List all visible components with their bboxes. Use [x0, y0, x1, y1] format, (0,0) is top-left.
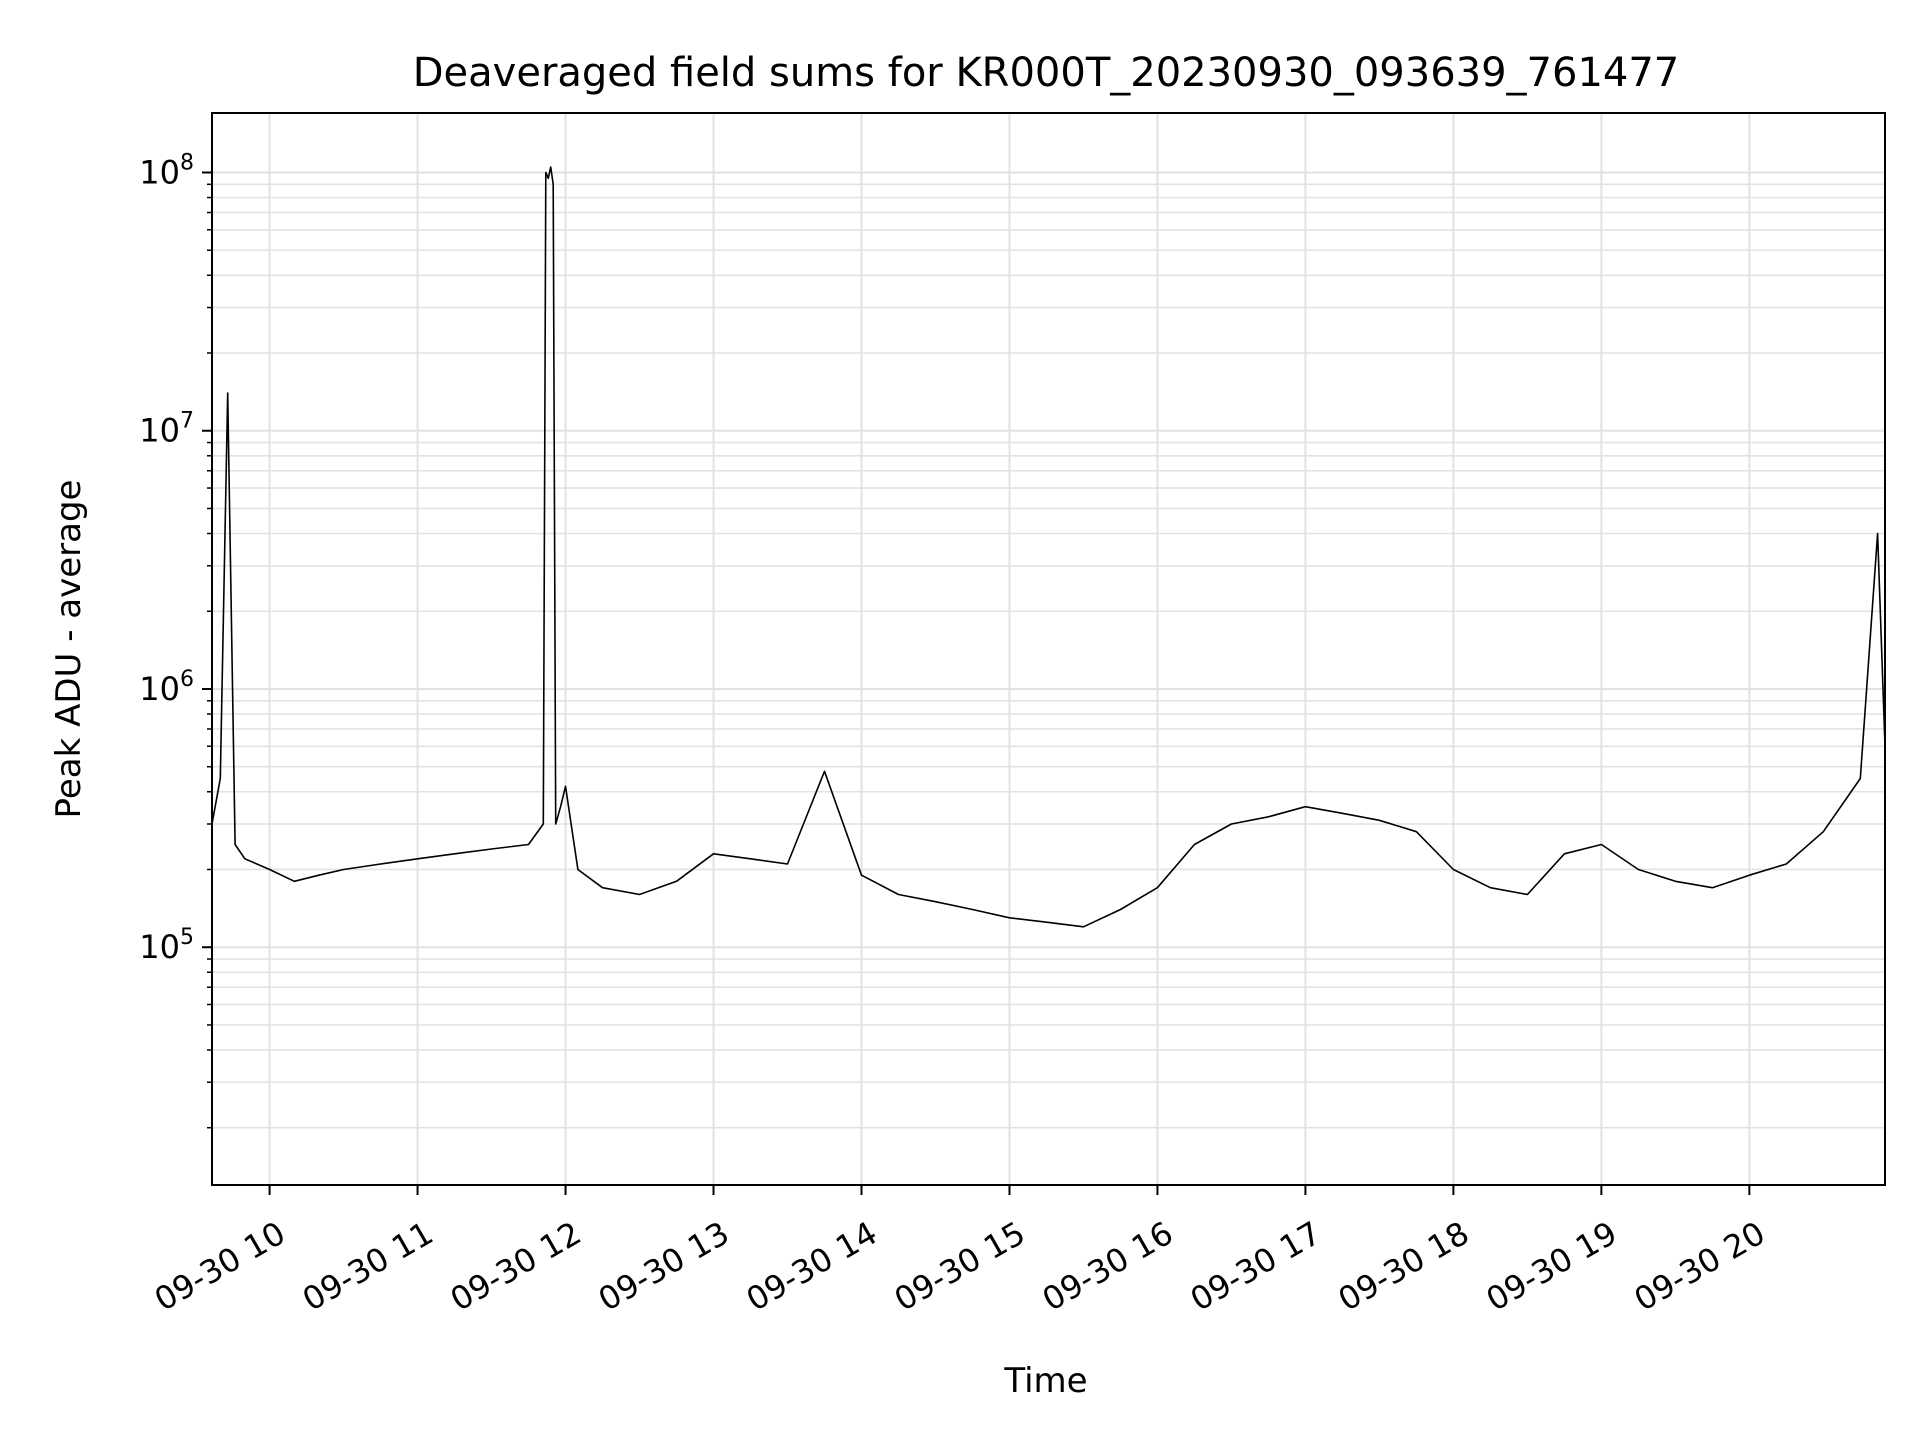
series-line: [212, 166, 1885, 928]
x-axis-label: Time: [1003, 1361, 1087, 1401]
y-tick-label: 108: [139, 151, 194, 192]
y-tick-label: 107: [139, 409, 194, 450]
y-axis-label: Peak ADU - average: [49, 480, 89, 819]
axes-frame: [211, 112, 1886, 1186]
y-tick-label: 106: [139, 667, 194, 708]
y-tick-label: 105: [139, 925, 194, 966]
plot-area: [212, 166, 1885, 928]
y-axis-ticks: 105 106 107 108: [139, 151, 212, 1129]
chart-title: Deaveraged field sums for KR000T_2023093…: [413, 50, 1680, 96]
grid: [212, 113, 1885, 1185]
